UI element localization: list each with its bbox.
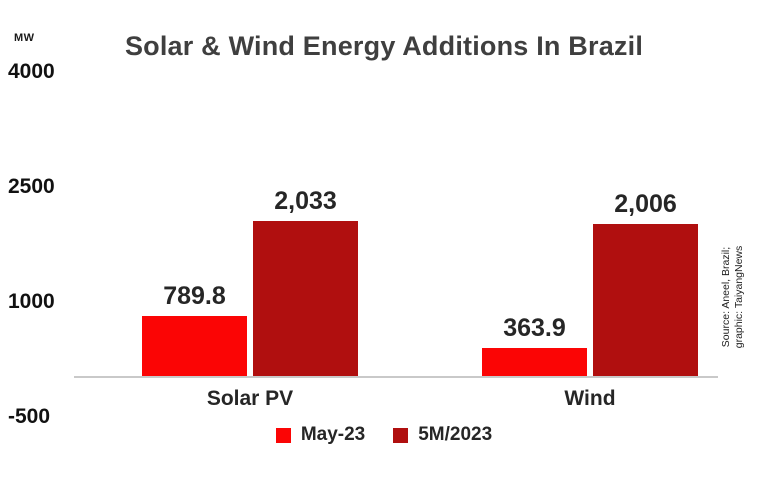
plot-area: 789.8 2,033 363.9 2,006 — [75, 72, 715, 376]
legend-item-5m-2023: 5M/2023 — [393, 424, 492, 446]
legend-swatch-5m-2023 — [393, 427, 409, 443]
category-label-wind: Wind — [564, 387, 616, 410]
x-axis-line — [74, 376, 718, 378]
bar-value-wind-5m-2023: 2,006 — [614, 190, 677, 218]
source-note-line1: Source: Aneel, Brazil; — [720, 246, 732, 348]
y-tick-4000: 4000 — [8, 60, 55, 83]
legend-item-may-23: May-23 — [275, 424, 366, 446]
chart-title: Solar & Wind Energy Additions In Brazil — [124, 31, 644, 61]
y-tick-neg-500: -500 — [8, 405, 51, 428]
source-note: Source: Aneel, Brazil; graphic: TaiyangN… — [720, 187, 746, 407]
y-tick-1000: 1000 — [8, 290, 55, 313]
legend-label-5m-2023: 5M/2023 — [418, 424, 493, 445]
bar-wind-5m-2023: 2,006 — [593, 190, 698, 376]
bar-solar-pv-5m-2023: 2,033 — [253, 187, 358, 376]
legend-label-may-23: May-23 — [300, 424, 366, 445]
bar-group-solar-pv: 789.8 2,033 — [142, 187, 358, 376]
bar-value-wind-may-23: 363.9 — [503, 314, 566, 342]
legend-swatch-may-23 — [275, 427, 291, 443]
source-note-line2: graphic: TaiyangNews — [732, 245, 745, 349]
bar-wind-may-23: 363.9 — [482, 314, 587, 376]
category-label-solar-pv: Solar PV — [206, 387, 294, 410]
y-tick-2500: 2500 — [8, 175, 55, 198]
bar-value-solar-pv-5m-2023: 2,033 — [274, 187, 337, 215]
bar-value-solar-pv-may-23: 789.8 — [163, 282, 226, 310]
y-axis-unit-label: MW — [14, 32, 35, 44]
bar-solar-pv-may-23: 789.8 — [142, 282, 247, 376]
legend: May-23 5M/2023 — [0, 424, 768, 446]
bar-group-wind: 363.9 2,006 — [482, 190, 698, 376]
